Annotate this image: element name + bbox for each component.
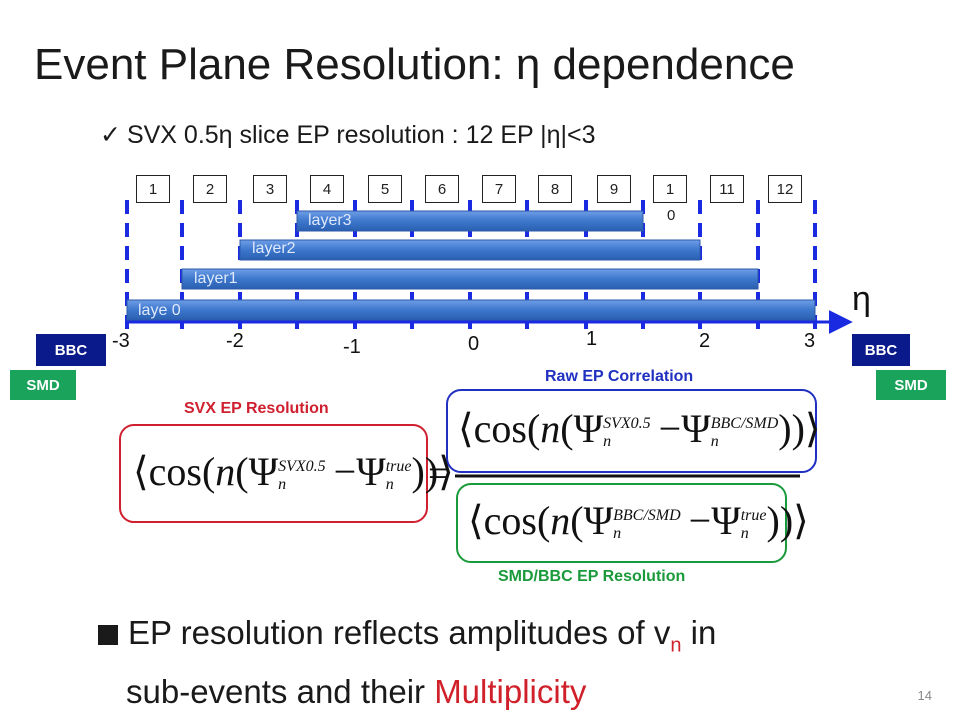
slice-box-11: 11 — [710, 175, 744, 203]
smd-right-tag: SMD — [876, 370, 946, 400]
slice-box-2: 2 — [193, 175, 227, 203]
layer-bars — [126, 210, 816, 321]
layer-bar-0 — [126, 299, 816, 321]
slice-box-10: 1 — [653, 175, 687, 203]
page-title: Event Plane Resolution: η dependence — [34, 40, 795, 89]
layer-bar-2 — [239, 239, 701, 261]
bullet-svx-slice: ✓ SVX 0.5η slice EP resolution : 12 EP |η… — [100, 120, 596, 150]
axis-tick: -3 — [112, 330, 130, 352]
bullet-ep-resolution: EP resolution reflects amplitudes of vn … — [98, 610, 716, 715]
layer2-label: layer2 — [252, 240, 296, 257]
axis-tick: -1 — [343, 336, 361, 358]
smd-left-tag: SMD — [10, 370, 76, 400]
bbc-right-tag: BBC — [852, 334, 910, 366]
smd-bbc-resolution-label: SMD/BBC EP Resolution — [498, 568, 686, 585]
svx-resolution-label: SVX EP Resolution — [184, 400, 329, 417]
svx-resolution-box — [119, 424, 428, 523]
axis-tick: 2 — [699, 330, 711, 352]
bullet-svx-slice-text: SVX 0.5η slice EP resolution : 12 EP |η|… — [126, 121, 596, 149]
slice-box-3: 3 — [253, 175, 287, 203]
multiplicity-highlight: Multiplicity — [434, 672, 587, 710]
axis-tick: 0 — [468, 333, 480, 355]
axis-tick: 3 — [804, 330, 816, 352]
slice-10-extra-digit: 0 — [667, 207, 676, 224]
smd-bbc-resolution-formula: ⟨cos(n(Ψ BBC/SMD n −Ψ true n))⟩ — [468, 498, 809, 543]
page-number: 14 — [917, 688, 932, 703]
layer-bar-1 — [181, 268, 759, 290]
square-bullet-icon — [98, 625, 118, 645]
layer1-label: layer1 — [194, 270, 238, 287]
slice-box-9: 9 — [597, 175, 631, 203]
axis-tick: -2 — [226, 330, 244, 352]
checkmark-icon: ✓ — [100, 121, 121, 149]
layer-bar-3 — [296, 210, 644, 232]
slice-box-6: 6 — [425, 175, 459, 203]
slice-box-4: 4 — [310, 175, 344, 203]
equals-sign: = — [428, 453, 450, 495]
slice-box-12: 12 — [768, 175, 802, 203]
layer0-label: laye 0 — [138, 302, 181, 319]
slice-box-5: 5 — [368, 175, 402, 203]
svx-resolution-formula: ⟨cos(n(Ψ SVX0.5 n −Ψ true n))⟩ — [133, 449, 454, 494]
raw-correlation-formula: ⟨cos(n(Ψ SVX0.5 n −Ψ BBC/SMD n))⟩ — [458, 406, 821, 451]
slice-box-7: 7 — [482, 175, 516, 203]
raw-correlation-box — [446, 389, 817, 473]
layer3-label: layer3 — [308, 212, 352, 229]
slice-box-8: 8 — [538, 175, 572, 203]
axis-tick: 1 — [586, 328, 598, 350]
bbc-left-tag: BBC — [36, 334, 106, 366]
slice-box-1: 1 — [136, 175, 170, 203]
smd-bbc-resolution-box — [456, 483, 787, 563]
eta-symbol: η — [852, 280, 871, 318]
raw-correlation-label: Raw EP Correlation — [545, 368, 694, 385]
